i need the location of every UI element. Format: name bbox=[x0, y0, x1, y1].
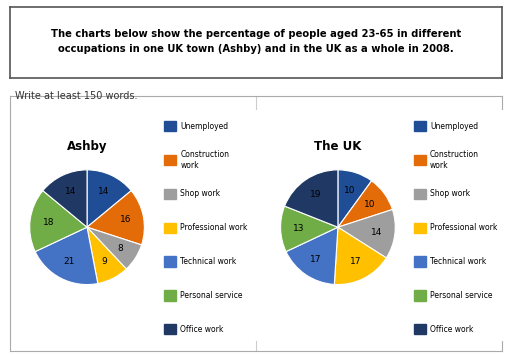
Bar bbox=[415, 256, 426, 267]
Text: Technical work: Technical work bbox=[180, 257, 237, 266]
Wedge shape bbox=[338, 209, 395, 258]
Text: 18: 18 bbox=[42, 218, 54, 227]
Text: 10: 10 bbox=[364, 200, 375, 209]
Text: Construction
work: Construction work bbox=[430, 151, 479, 170]
Text: Personal service: Personal service bbox=[180, 291, 243, 300]
Bar bbox=[415, 223, 426, 233]
Wedge shape bbox=[87, 227, 142, 269]
Text: 14: 14 bbox=[65, 187, 76, 196]
Bar bbox=[415, 121, 426, 131]
Bar bbox=[164, 121, 176, 131]
Wedge shape bbox=[281, 206, 338, 252]
Text: Personal service: Personal service bbox=[430, 291, 493, 300]
Bar bbox=[415, 324, 426, 334]
Title: The UK: The UK bbox=[314, 140, 361, 153]
Bar bbox=[415, 189, 426, 199]
Bar bbox=[415, 155, 426, 165]
Text: 21: 21 bbox=[63, 257, 75, 267]
Text: 9: 9 bbox=[102, 257, 108, 267]
Bar bbox=[164, 155, 176, 165]
Text: 19: 19 bbox=[310, 190, 322, 200]
Text: Construction
work: Construction work bbox=[180, 151, 229, 170]
Wedge shape bbox=[43, 170, 87, 227]
Text: Unemployed: Unemployed bbox=[430, 122, 478, 131]
Title: Ashby: Ashby bbox=[67, 140, 108, 153]
Text: Office work: Office work bbox=[430, 325, 474, 334]
Text: 10: 10 bbox=[344, 186, 356, 195]
Wedge shape bbox=[87, 227, 126, 284]
Wedge shape bbox=[338, 181, 393, 227]
Text: 14: 14 bbox=[98, 187, 110, 196]
Text: Shop work: Shop work bbox=[180, 189, 220, 198]
Text: 13: 13 bbox=[293, 224, 305, 233]
Text: Unemployed: Unemployed bbox=[180, 122, 228, 131]
Wedge shape bbox=[30, 191, 87, 252]
Wedge shape bbox=[87, 170, 131, 227]
Text: 14: 14 bbox=[371, 228, 382, 236]
Wedge shape bbox=[285, 170, 338, 227]
Wedge shape bbox=[35, 227, 98, 285]
Bar bbox=[415, 290, 426, 301]
Bar bbox=[164, 324, 176, 334]
Text: Office work: Office work bbox=[180, 325, 224, 334]
Wedge shape bbox=[87, 191, 144, 245]
Bar bbox=[164, 256, 176, 267]
Text: Write at least 150 words.: Write at least 150 words. bbox=[15, 91, 138, 100]
Text: 8: 8 bbox=[117, 244, 123, 253]
Wedge shape bbox=[338, 170, 372, 227]
Text: The charts below show the percentage of people aged 23-65 in different
occupatio: The charts below show the percentage of … bbox=[51, 29, 461, 54]
Text: 17: 17 bbox=[350, 257, 361, 267]
Text: Professional work: Professional work bbox=[430, 223, 497, 232]
Bar bbox=[164, 223, 176, 233]
Wedge shape bbox=[334, 227, 387, 285]
Text: 17: 17 bbox=[310, 255, 322, 264]
Text: Shop work: Shop work bbox=[430, 189, 470, 198]
Text: Professional work: Professional work bbox=[180, 223, 248, 232]
Bar bbox=[164, 189, 176, 199]
Text: 16: 16 bbox=[120, 215, 131, 224]
Bar bbox=[164, 290, 176, 301]
Wedge shape bbox=[286, 227, 338, 284]
Text: Technical work: Technical work bbox=[430, 257, 486, 266]
